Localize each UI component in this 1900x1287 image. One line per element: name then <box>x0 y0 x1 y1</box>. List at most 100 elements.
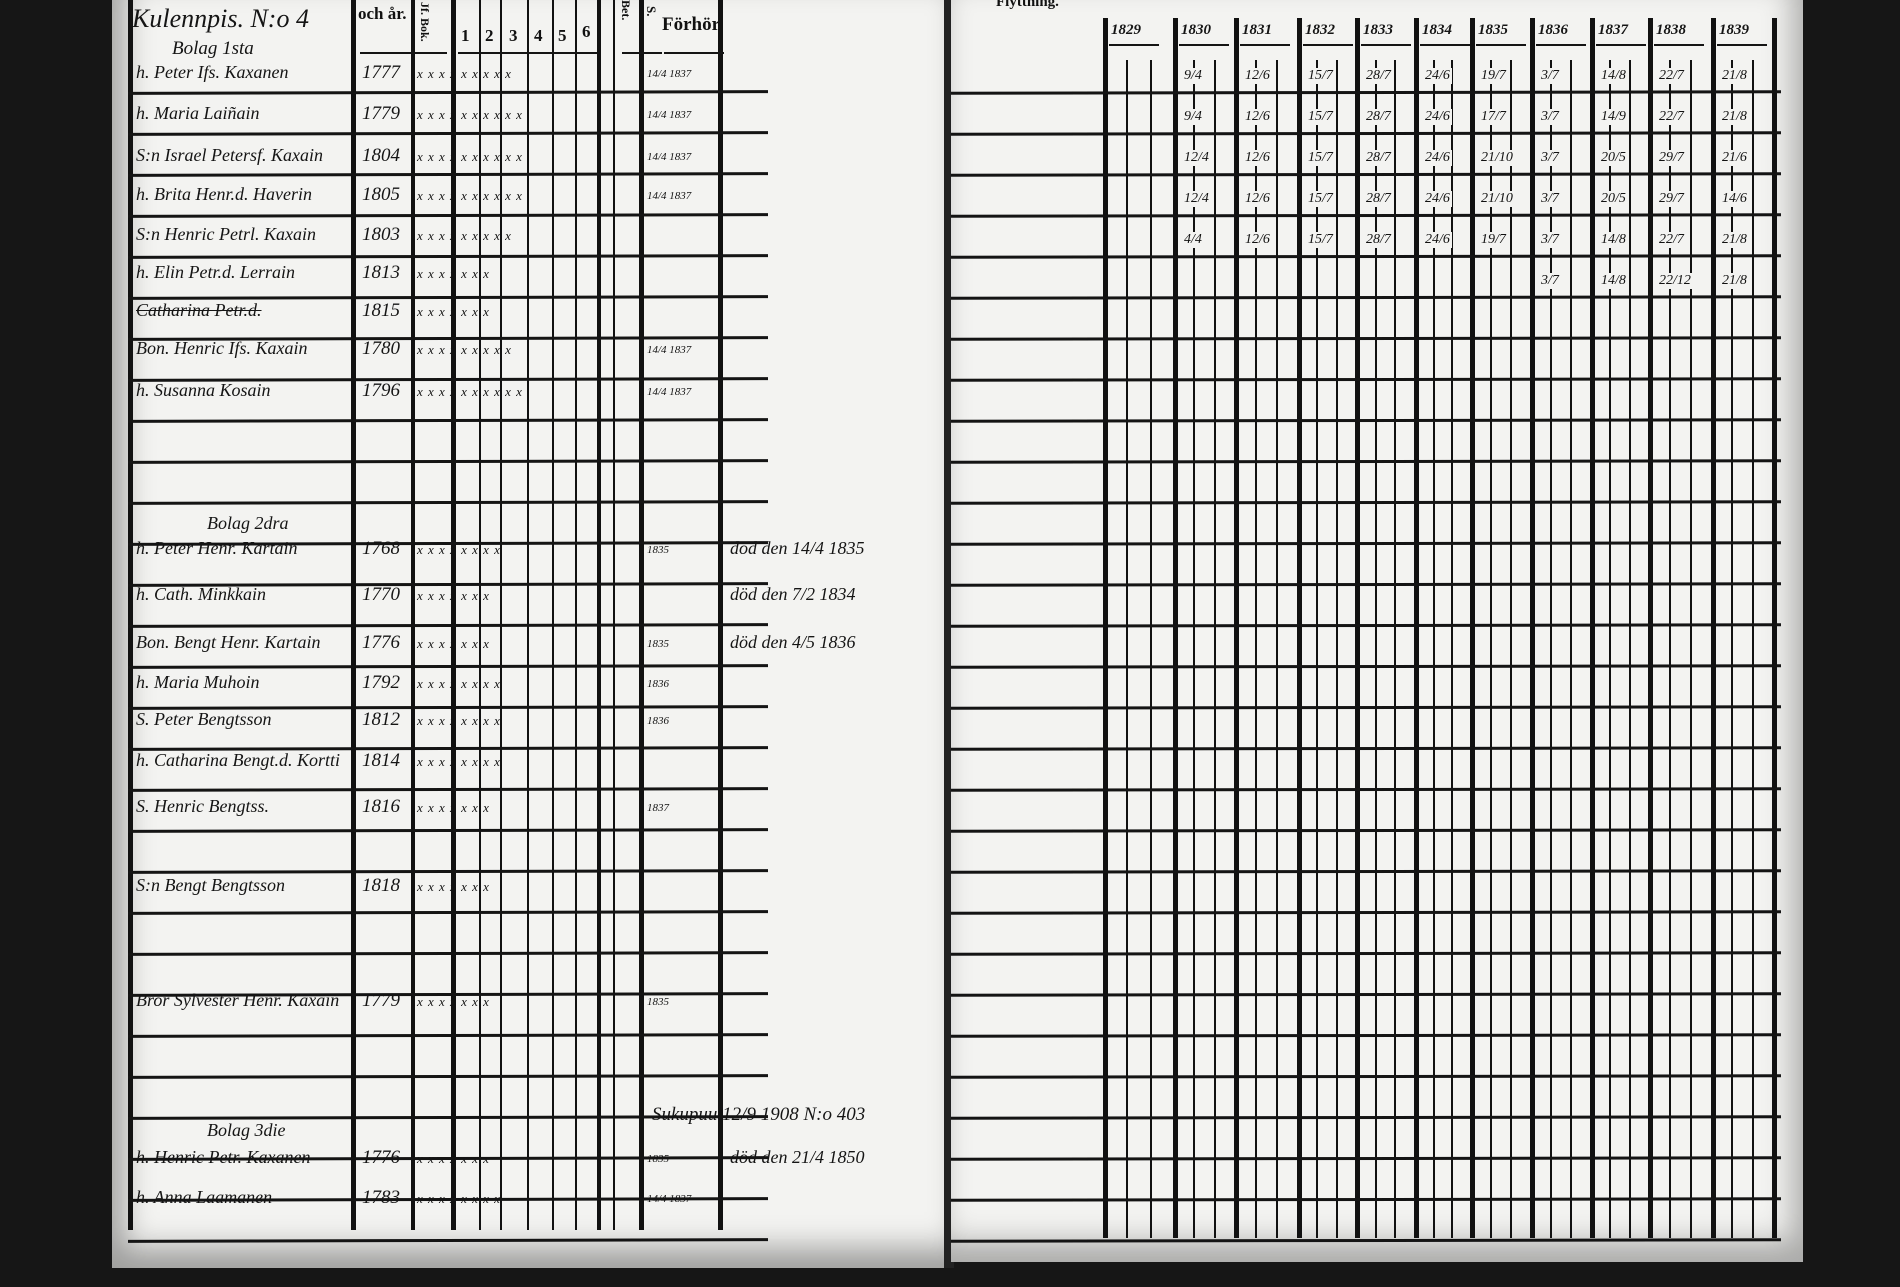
moving-date: 22/7 <box>1657 232 1686 248</box>
reading-marks: x x x x x x x x x <box>417 228 512 243</box>
column-rule <box>575 0 577 1230</box>
moving-date: 14/8 <box>1599 232 1628 248</box>
year-column-rule <box>1470 18 1475 1238</box>
moving-date: 12/6 <box>1243 191 1272 207</box>
section-heading-2: Bolag 2dra <box>207 513 289 533</box>
sub-column-rule <box>1510 60 1512 1238</box>
birth-year: 1816 <box>362 796 400 817</box>
moving-date: 3/7 <box>1539 109 1561 125</box>
moving-date: 28/7 <box>1364 109 1393 125</box>
moving-date: 24/6 <box>1423 191 1452 207</box>
year-header: 1834 <box>1422 22 1452 38</box>
flyttning-header: Flyttning. <box>996 0 1059 10</box>
sub-column-rule <box>1490 60 1492 1238</box>
moving-date: 21/8 <box>1720 273 1749 289</box>
row-rule <box>127 1074 769 1079</box>
row-rule <box>127 500 769 505</box>
row-rule <box>951 910 1782 915</box>
row-rule <box>951 1238 1782 1243</box>
moving-date: 22/12 <box>1657 273 1693 289</box>
row-rule <box>951 336 1782 341</box>
sub-column-rule <box>1451 60 1454 1238</box>
year-header-rule <box>1420 44 1470 46</box>
row-rule <box>951 500 1782 505</box>
sub-column-rule <box>1255 60 1257 1238</box>
moving-date: 24/6 <box>1423 109 1452 125</box>
register-name: S:n Israel Petersf. Kaxain <box>136 145 323 165</box>
register-name: h. Maria Muhoin <box>136 672 260 692</box>
moving-date: 22/7 <box>1657 68 1686 84</box>
moving-date: 3/7 <box>1539 150 1561 166</box>
reading-marks: x x x x x x x x x x <box>417 188 523 203</box>
row-rule <box>127 582 769 587</box>
year-column-rule <box>1173 18 1178 1238</box>
moving-date: 29/7 <box>1657 191 1686 207</box>
moving-date: 15/7 <box>1306 150 1335 166</box>
archive-note: Sukupuu 12/9 1908 N:o 403 <box>652 1104 866 1125</box>
row-rule <box>127 336 769 341</box>
moving-date: 29/7 <box>1657 150 1686 166</box>
birth-year: 1814 <box>362 750 400 771</box>
register-name: h. Cath. Minkkain <box>136 584 266 604</box>
register-name: h. Maria Laiñain <box>136 103 260 123</box>
birth-year: 1818 <box>362 875 400 896</box>
row-rule <box>951 1074 1782 1079</box>
sub-column-rule <box>1193 60 1196 1238</box>
register-name: Bon. Henric Ifs. Kaxain <box>136 338 308 358</box>
column-rule <box>351 0 356 1230</box>
row-rule <box>951 951 1782 956</box>
year-header-rule <box>1179 44 1229 46</box>
year-header: 1831 <box>1242 22 1272 38</box>
year-column-rule <box>1297 18 1302 1238</box>
row-rule <box>127 377 769 382</box>
column-rule <box>552 0 554 1230</box>
moving-date: 21/8 <box>1720 68 1749 84</box>
row-rule <box>127 705 769 710</box>
examination-date: 1837 <box>647 802 669 814</box>
sub-column-rule <box>1669 60 1671 1238</box>
moving-date: 20/5 <box>1599 150 1628 166</box>
examination-date: 1835 <box>647 544 669 556</box>
row-rule <box>127 418 769 423</box>
sub-column-rule <box>1570 60 1572 1238</box>
moving-date: 28/7 <box>1364 191 1393 207</box>
moving-date: 12/6 <box>1243 232 1272 248</box>
moving-date: 14/6 <box>1720 191 1749 207</box>
row-rule <box>951 254 1782 259</box>
birth-year: 1792 <box>362 672 400 693</box>
birth-year: 1804 <box>362 145 400 166</box>
row-rule <box>951 1033 1782 1038</box>
death-note: död den 4/5 1836 <box>730 632 856 652</box>
moving-date: 14/9 <box>1599 109 1628 125</box>
register-name: S. Henric Bengtss. <box>136 796 269 816</box>
moving-date: 28/7 <box>1364 150 1393 166</box>
row-rule <box>951 1156 1782 1161</box>
row-rule <box>127 828 769 833</box>
sub-column-rule <box>1751 60 1754 1238</box>
header-rule <box>622 52 662 54</box>
year-header-rule <box>1536 44 1586 46</box>
moving-date: 19/7 <box>1479 232 1508 248</box>
left-page: Kulennpis. N:o 4 Bolag 1sta och år. Jf. … <box>112 0 948 1268</box>
column-rule <box>718 0 723 1230</box>
year-header-rule <box>1361 44 1411 46</box>
sub-column-rule <box>1276 60 1278 1238</box>
row-rule <box>951 295 1782 300</box>
year-header: 1838 <box>1656 22 1686 38</box>
moving-date: 12/6 <box>1243 109 1272 125</box>
sub-column-rule <box>1628 60 1631 1238</box>
examination-date: 14/4 1837 <box>647 344 692 356</box>
moving-date: 17/7 <box>1479 109 1508 125</box>
death-note: död den 21/4 1850 <box>730 1147 865 1167</box>
parish-title: Kulennpis. N:o 4 <box>132 4 309 33</box>
col-header-bet: Bet. <box>619 0 633 21</box>
header-rule <box>417 52 447 54</box>
register-name: S:n Bengt Bengtsson <box>136 875 285 895</box>
moving-date: 20/5 <box>1599 191 1628 207</box>
year-column-rule <box>1648 18 1653 1238</box>
row-rule <box>951 377 1782 382</box>
row-rule <box>951 705 1782 710</box>
sub-column-rule <box>1690 60 1692 1238</box>
moving-date: 24/6 <box>1423 68 1452 84</box>
row-rule <box>951 418 1782 423</box>
